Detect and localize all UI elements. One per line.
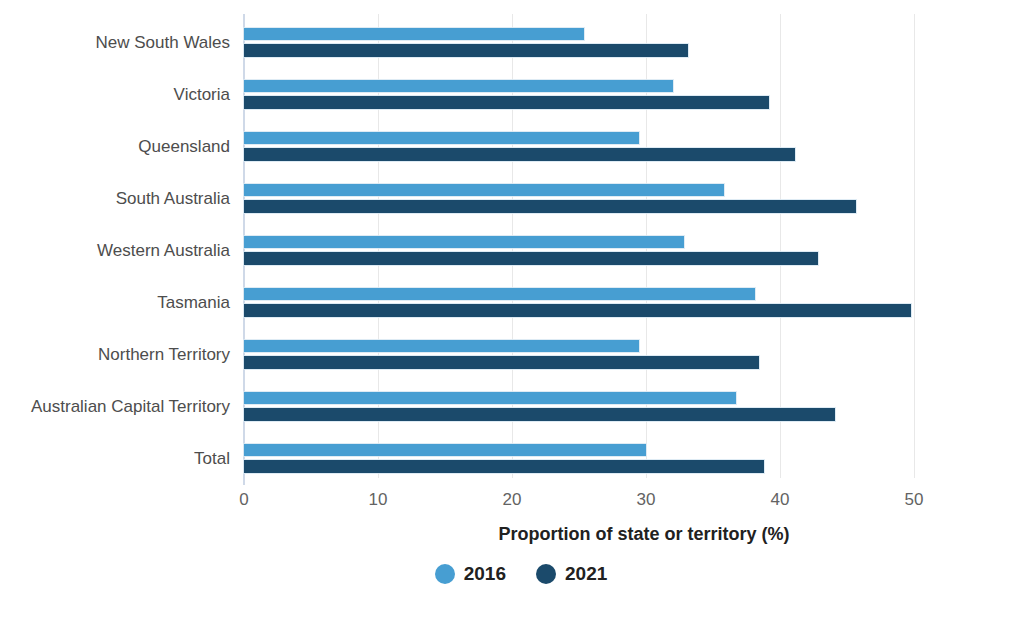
- bar-2016-total[interactable]: [244, 444, 646, 456]
- bar-2016-northern-territory[interactable]: [244, 340, 639, 352]
- x-tick-0: 0: [214, 490, 274, 510]
- legend-item-2021[interactable]: 2021: [536, 563, 607, 585]
- legend: 2016 2021: [0, 563, 1024, 585]
- bar-2016-new-south-wales[interactable]: [244, 28, 584, 40]
- bar-2021-south-australia[interactable]: [244, 200, 856, 213]
- category-label-7: Australian Capital Territory: [0, 397, 230, 417]
- bar-2016-queensland[interactable]: [244, 132, 639, 144]
- category-label-6: Northern Territory: [0, 345, 230, 365]
- category-label-3: South Australia: [0, 189, 230, 209]
- bar-2021-new-south-wales[interactable]: [244, 44, 688, 57]
- category-label-1: Victoria: [0, 85, 230, 105]
- legend-label-2016: 2016: [464, 563, 506, 585]
- category-label-5: Tasmania: [0, 293, 230, 313]
- bar-2016-western-australia[interactable]: [244, 236, 684, 248]
- gridline-50: [914, 14, 915, 478]
- x-tick-20: 20: [482, 490, 542, 510]
- legend-dot-2016: [435, 564, 455, 584]
- bar-2021-western-australia[interactable]: [244, 252, 818, 265]
- category-label-2: Queensland: [0, 137, 230, 157]
- category-label-8: Total: [0, 449, 230, 469]
- bar-2021-northern-territory[interactable]: [244, 356, 759, 369]
- bar-2016-victoria[interactable]: [244, 80, 673, 92]
- plot-area: [244, 14, 914, 478]
- legend-label-2021: 2021: [565, 563, 607, 585]
- category-label-4: Western Australia: [0, 241, 230, 261]
- bar-2021-victoria[interactable]: [244, 96, 769, 109]
- x-tick-40: 40: [750, 490, 810, 510]
- bar-2016-australian-capital-territory[interactable]: [244, 392, 736, 404]
- bar-2016-south-australia[interactable]: [244, 184, 724, 196]
- legend-item-2016[interactable]: 2016: [435, 563, 506, 585]
- bar-2021-queensland[interactable]: [244, 148, 795, 161]
- category-label-0: New South Wales: [0, 33, 230, 53]
- x-tick-30: 30: [616, 490, 676, 510]
- x-tick-10: 10: [348, 490, 408, 510]
- x-axis-title: Proportion of state or territory (%): [244, 524, 1024, 545]
- bar-chart: New South Wales Victoria Queensland South A…: [0, 0, 1024, 617]
- legend-dot-2021: [536, 564, 556, 584]
- bar-2021-australian-capital-territory[interactable]: [244, 408, 835, 421]
- x-tick-50: 50: [884, 490, 944, 510]
- bar-2016-tasmania[interactable]: [244, 288, 755, 300]
- bar-2021-total[interactable]: [244, 460, 764, 473]
- bar-2021-tasmania[interactable]: [244, 304, 911, 317]
